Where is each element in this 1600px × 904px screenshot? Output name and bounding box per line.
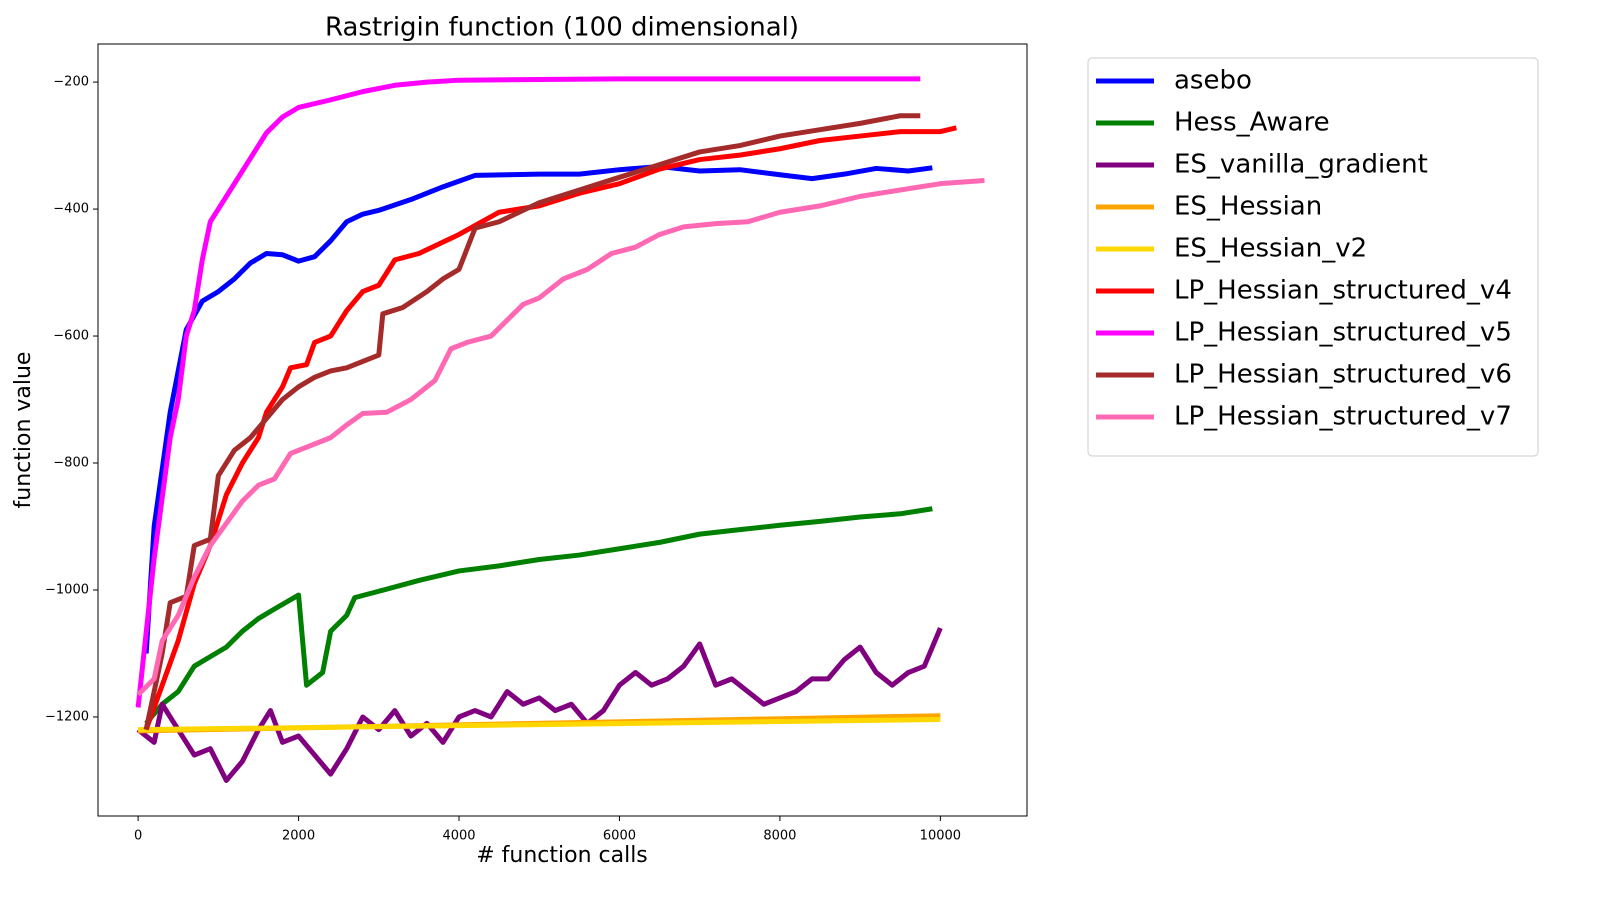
y-axis-label: function value xyxy=(11,352,36,509)
legend-label: LP_Hessian_structured_v7 xyxy=(1174,402,1512,432)
x-tick-label: 6000 xyxy=(603,829,636,844)
legend-label: asebo xyxy=(1174,66,1252,96)
x-axis-label: # function calls xyxy=(476,843,648,868)
legend-label: Hess_Aware xyxy=(1174,108,1330,138)
legend-label: ES_Hessian_v2 xyxy=(1174,234,1367,264)
plot-area xyxy=(135,76,985,783)
y-tick-label: −800 xyxy=(53,456,89,471)
series-line xyxy=(138,717,941,733)
series-line xyxy=(136,627,943,783)
chart-title: Rastrigin function (100 dimensional) xyxy=(325,13,799,43)
legend-frame xyxy=(1087,57,1539,457)
legend-label: LP_Hessian_structured_v5 xyxy=(1174,318,1512,348)
x-tick-label: 0 xyxy=(134,829,142,844)
y-tick-label: −200 xyxy=(53,75,89,90)
y-tick-label: −1200 xyxy=(45,709,89,724)
series-line xyxy=(136,178,985,697)
plot-frame xyxy=(97,43,1028,817)
legend: asebo Hess_Aware ES_vanilla_gradient ES_Hes… xyxy=(1087,57,1539,457)
series-line xyxy=(143,113,921,731)
y-tick-label: −600 xyxy=(53,329,89,344)
y-tick-label: −1000 xyxy=(45,582,89,597)
series-line xyxy=(144,506,933,725)
x-tick-label: 2000 xyxy=(282,829,315,844)
x-tick-label: 4000 xyxy=(442,829,475,844)
series-line xyxy=(135,76,921,708)
legend-label: LP_Hessian_structured_v4 xyxy=(1174,276,1512,306)
legend-label: ES_vanilla_gradient xyxy=(1174,150,1428,180)
y-tick-label: −400 xyxy=(53,202,89,217)
legend-label: ES_Hessian xyxy=(1174,192,1322,222)
legend-label: LP_Hessian_structured_v6 xyxy=(1174,360,1512,390)
series-line xyxy=(143,164,933,654)
x-tick-label: 8000 xyxy=(763,829,796,844)
x-tick-label: 10000 xyxy=(920,829,961,844)
series-line xyxy=(143,125,957,731)
